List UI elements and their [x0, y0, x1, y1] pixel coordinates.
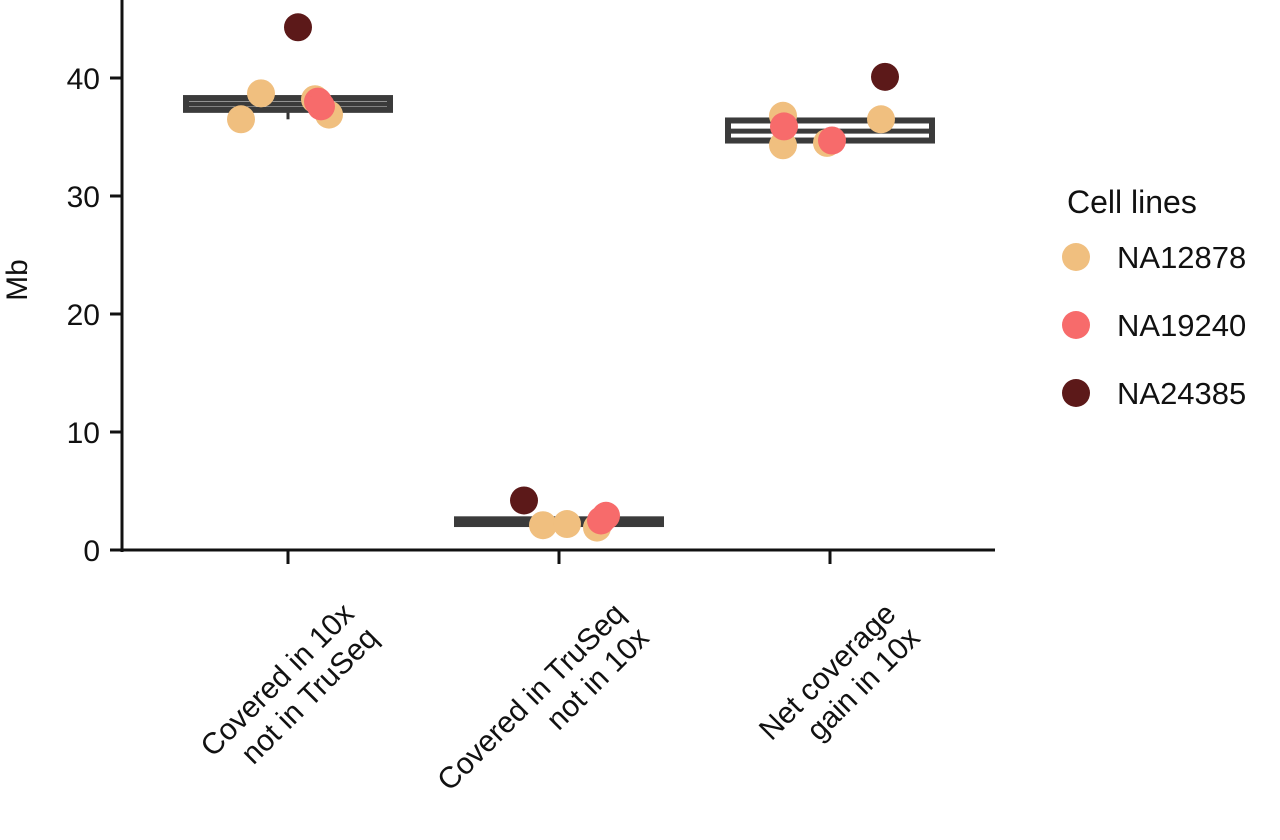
y-tick-label: 0 — [83, 535, 100, 568]
point-na24385 — [871, 62, 899, 91]
point-na24385 — [284, 13, 312, 42]
point-na19240 — [587, 506, 615, 535]
point-na19240 — [818, 126, 846, 155]
point-na12878 — [529, 511, 557, 540]
legend: Cell lines NA12878 NA19240 NA24385 — [1062, 184, 1246, 411]
legend-swatch — [1062, 379, 1090, 407]
legend-title: Cell lines — [1067, 184, 1197, 220]
point-na12878 — [227, 105, 255, 134]
legend-label: NA24385 — [1117, 376, 1246, 411]
axes — [110, 0, 995, 564]
point-na19240 — [307, 92, 335, 121]
point-na24385 — [510, 486, 538, 515]
legend-swatch — [1062, 311, 1090, 339]
legend-swatch — [1062, 243, 1090, 271]
point-na12878 — [247, 79, 275, 108]
legend-label: NA19240 — [1117, 308, 1246, 343]
point-na19240 — [770, 112, 798, 141]
data-points — [227, 13, 899, 542]
y-tick-label: 20 — [67, 299, 100, 332]
axis-titles: Mb — [1, 259, 34, 301]
legend-label: NA12878 — [1117, 240, 1246, 275]
y-axis-title: Mb — [1, 259, 34, 301]
boxplots — [183, 95, 935, 528]
y-tick-label: 40 — [67, 63, 100, 96]
point-na12878 — [553, 510, 581, 539]
y-tick-label: 30 — [67, 181, 100, 214]
y-tick-label: 10 — [67, 417, 100, 450]
point-na12878 — [867, 105, 895, 134]
